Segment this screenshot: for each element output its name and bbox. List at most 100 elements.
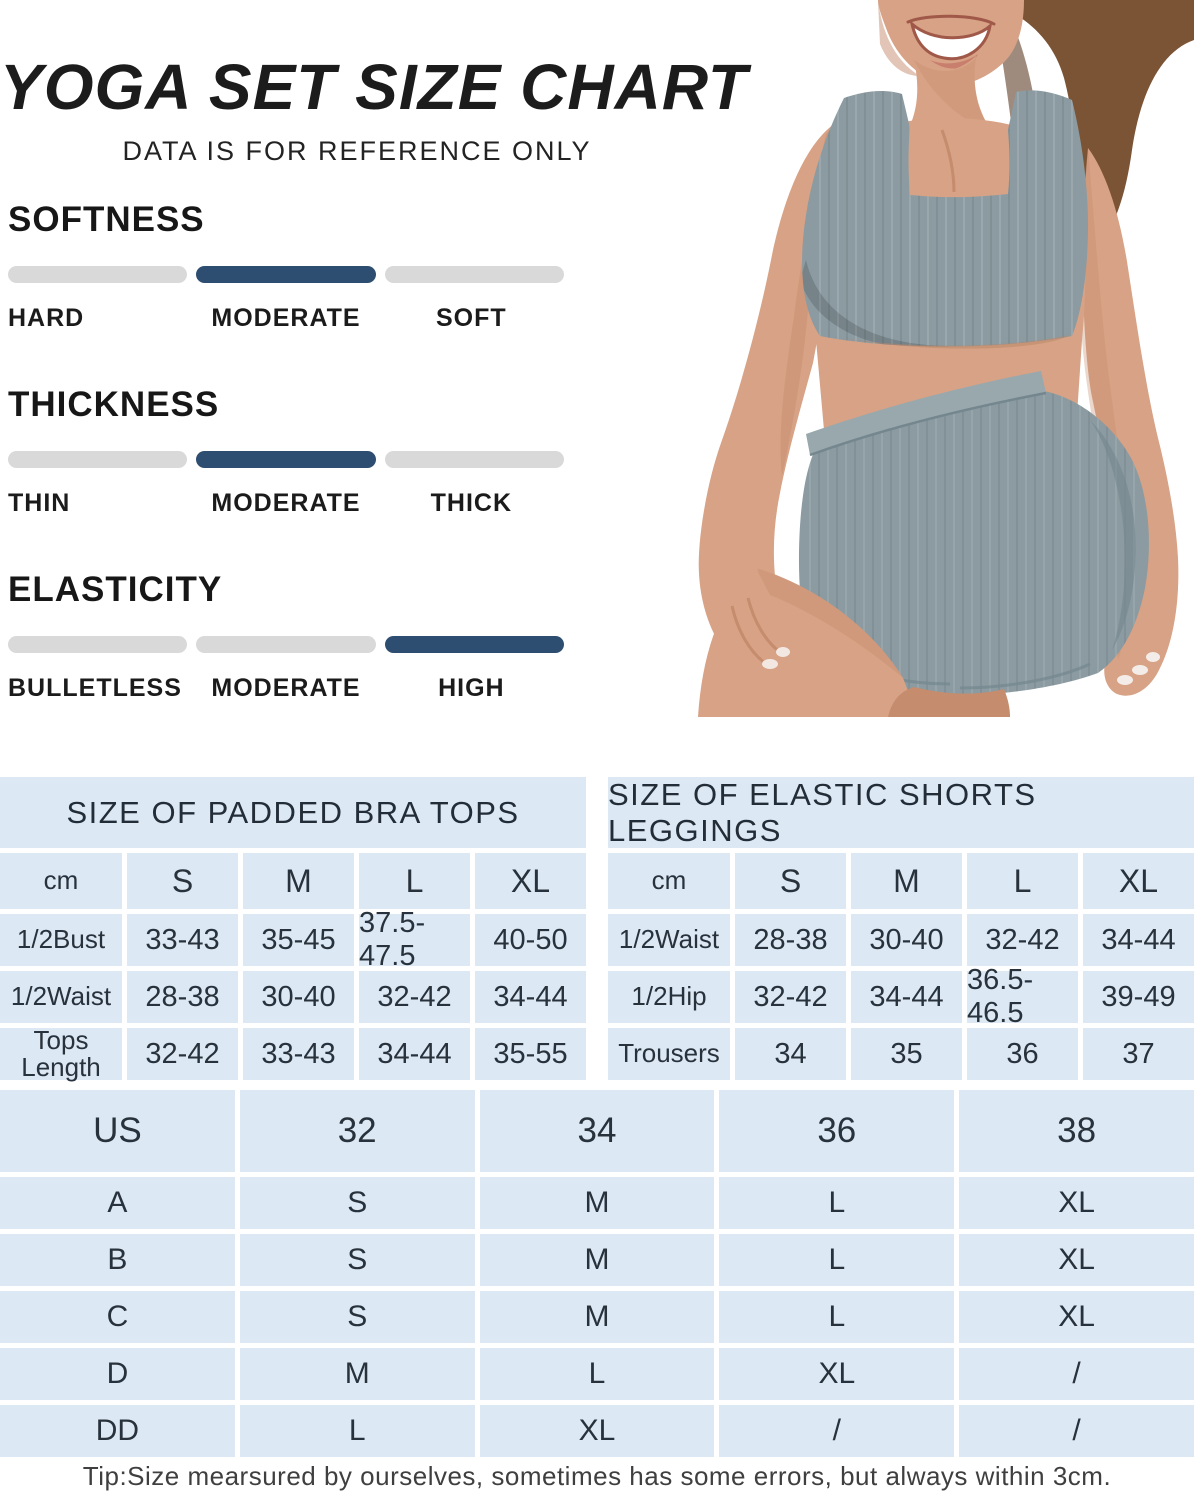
value-cell: 40-50 [475,914,586,966]
us-value-cell: XL [959,1291,1194,1343]
size-header-l: L [967,853,1078,909]
feature-elasticity: ELASTICITY BULLETLESS MODERATE HIGH [8,570,564,703]
us-value-cell: / [959,1405,1194,1457]
feature-thickness: THICKNESS THIN MODERATE THICK [8,385,564,518]
header-row: cm S M L XL [0,853,586,909]
value-cell: 34 [735,1028,846,1080]
label-thin: THIN [8,489,71,517]
us-table-row: A S M L XL [0,1177,1194,1229]
value-cell: 34-44 [1083,914,1194,966]
row-label: 1/2Waist [608,914,730,966]
bra-tops-title: SIZE OF PADDED BRA TOPS [0,777,586,848]
page-title: YOGA SET SIZE CHART [0,51,748,123]
cup-label: DD [0,1405,235,1457]
us-table-row: D M L XL / [0,1348,1194,1400]
feature-bars [8,636,564,653]
value-cell: 32-42 [967,914,1078,966]
table-row: 1/2Bust 33-43 35-45 37.5-47.5 40-50 [0,907,586,972]
us-value-cell: M [479,1177,715,1229]
feature-title: ELASTICITY [8,570,223,609]
value-cell: 37 [1083,1028,1194,1080]
value-cell: 34-44 [851,971,962,1023]
table-row: Tops Length 32-42 33-43 34-44 35-55 [0,1026,586,1081]
cup-label: B [0,1234,235,1286]
header-row: cm S M L XL [608,853,1194,909]
bar-thick [384,451,564,468]
us-header-row: US 32 34 36 38 [0,1090,1194,1172]
feature-labels: HARD MODERATE SOFT [8,304,564,333]
label-hard: HARD [8,304,85,332]
us-value-cell: S [239,1177,475,1229]
value-cell: 35 [851,1028,962,1080]
row-label: Tops Length [0,1026,122,1081]
size-header-m: M [243,853,354,909]
size-header-s: S [127,853,238,909]
size-header-s: S [735,853,846,909]
model-illustration [698,0,1194,717]
size-header-xl: XL [475,853,586,909]
label-moderate: MODERATE [211,489,361,517]
us-value-cell: XL [719,1348,955,1400]
us-value-cell: XL [959,1234,1194,1286]
value-cell: 34-44 [475,971,586,1023]
value-cell: 36 [967,1028,1078,1080]
us-value-cell: L [719,1291,955,1343]
feature-bars [8,451,564,468]
bra-tops-table: SIZE OF PADDED BRA TOPS cm S M L XL 1/2Bust 33-… [0,777,586,1081]
value-cell: 28-38 [735,914,846,966]
size-header-l: L [359,853,470,909]
row-label: Trousers [608,1028,730,1080]
bar-thin [8,451,188,468]
us-value-cell: M [479,1291,715,1343]
row-label: 1/2Waist [0,971,122,1023]
us-value-cell: / [719,1405,955,1457]
table-row: Trousers 34 35 36 37 [608,1028,1194,1080]
us-value-cell: XL [959,1177,1194,1229]
label-bulletless: BULLETLESS [8,674,182,702]
row-label: 1/2Hip [608,971,730,1023]
us-size-header-38: 38 [959,1090,1194,1172]
feature-labels: BULLETLESS MODERATE HIGH [8,674,564,703]
us-value-cell: / [959,1348,1194,1400]
value-cell: 37.5-47.5 [359,907,470,972]
table-row: 1/2Waist 28-38 30-40 32-42 34-44 [608,914,1194,966]
value-cell: 28-38 [127,971,238,1023]
us-value-cell: L [479,1348,715,1400]
tip-text: Tip:Size mearsured by ourselves, sometim… [82,1461,1112,1491]
label-high: HIGH [438,674,505,702]
label-soft: SOFT [435,304,507,332]
us-size-header-36: 36 [719,1090,955,1172]
value-cell: 35-45 [243,914,354,966]
us-value-cell: L [239,1405,475,1457]
size-header-m: M [851,853,962,909]
unit-header: cm [608,853,730,909]
value-cell: 34-44 [359,1028,470,1080]
us-value-cell: L [719,1234,955,1286]
shorts-leggings-title: SIZE OF ELASTIC SHORTS LEGGINGS [608,777,1194,848]
bar-bulletless [8,636,188,653]
size-tables: SIZE OF PADDED BRA TOPS cm S M L XL 1/2Bust 33-… [0,777,1194,1081]
us-size-table: US 32 34 36 38 A S M L XL B S M L XL C S M L XL D M L XL / DD L XL /… [0,1090,1194,1457]
us-value-cell: L [719,1177,955,1229]
bar-soft [384,266,564,283]
unit-header: cm [0,853,122,909]
feature-scales: SOFTNESS HARD MODERATE SOFT THICKNESS THIN MOD… [8,200,564,755]
us-label-header: US [0,1090,235,1172]
label-thick: THICK [430,489,513,517]
size-header-xl: XL [1083,853,1194,909]
feature-title: THICKNESS [8,385,220,424]
label-moderate: MODERATE [211,304,361,332]
value-cell: 32-42 [127,1028,238,1080]
cup-label: C [0,1291,235,1343]
us-value-cell: M [239,1348,475,1400]
bar-hard [8,266,188,283]
us-value-cell: S [239,1234,475,1286]
us-value-cell: M [479,1234,715,1286]
value-cell: 33-43 [243,1028,354,1080]
table-row: 1/2Waist 28-38 30-40 32-42 34-44 [0,971,586,1023]
bar-moderate [196,636,376,653]
shorts-leggings-table: SIZE OF ELASTIC SHORTS LEGGINGS cm S M L XL 1/… [608,777,1194,1080]
row-label: 1/2Bust [0,914,122,966]
value-cell: 35-55 [475,1028,586,1080]
